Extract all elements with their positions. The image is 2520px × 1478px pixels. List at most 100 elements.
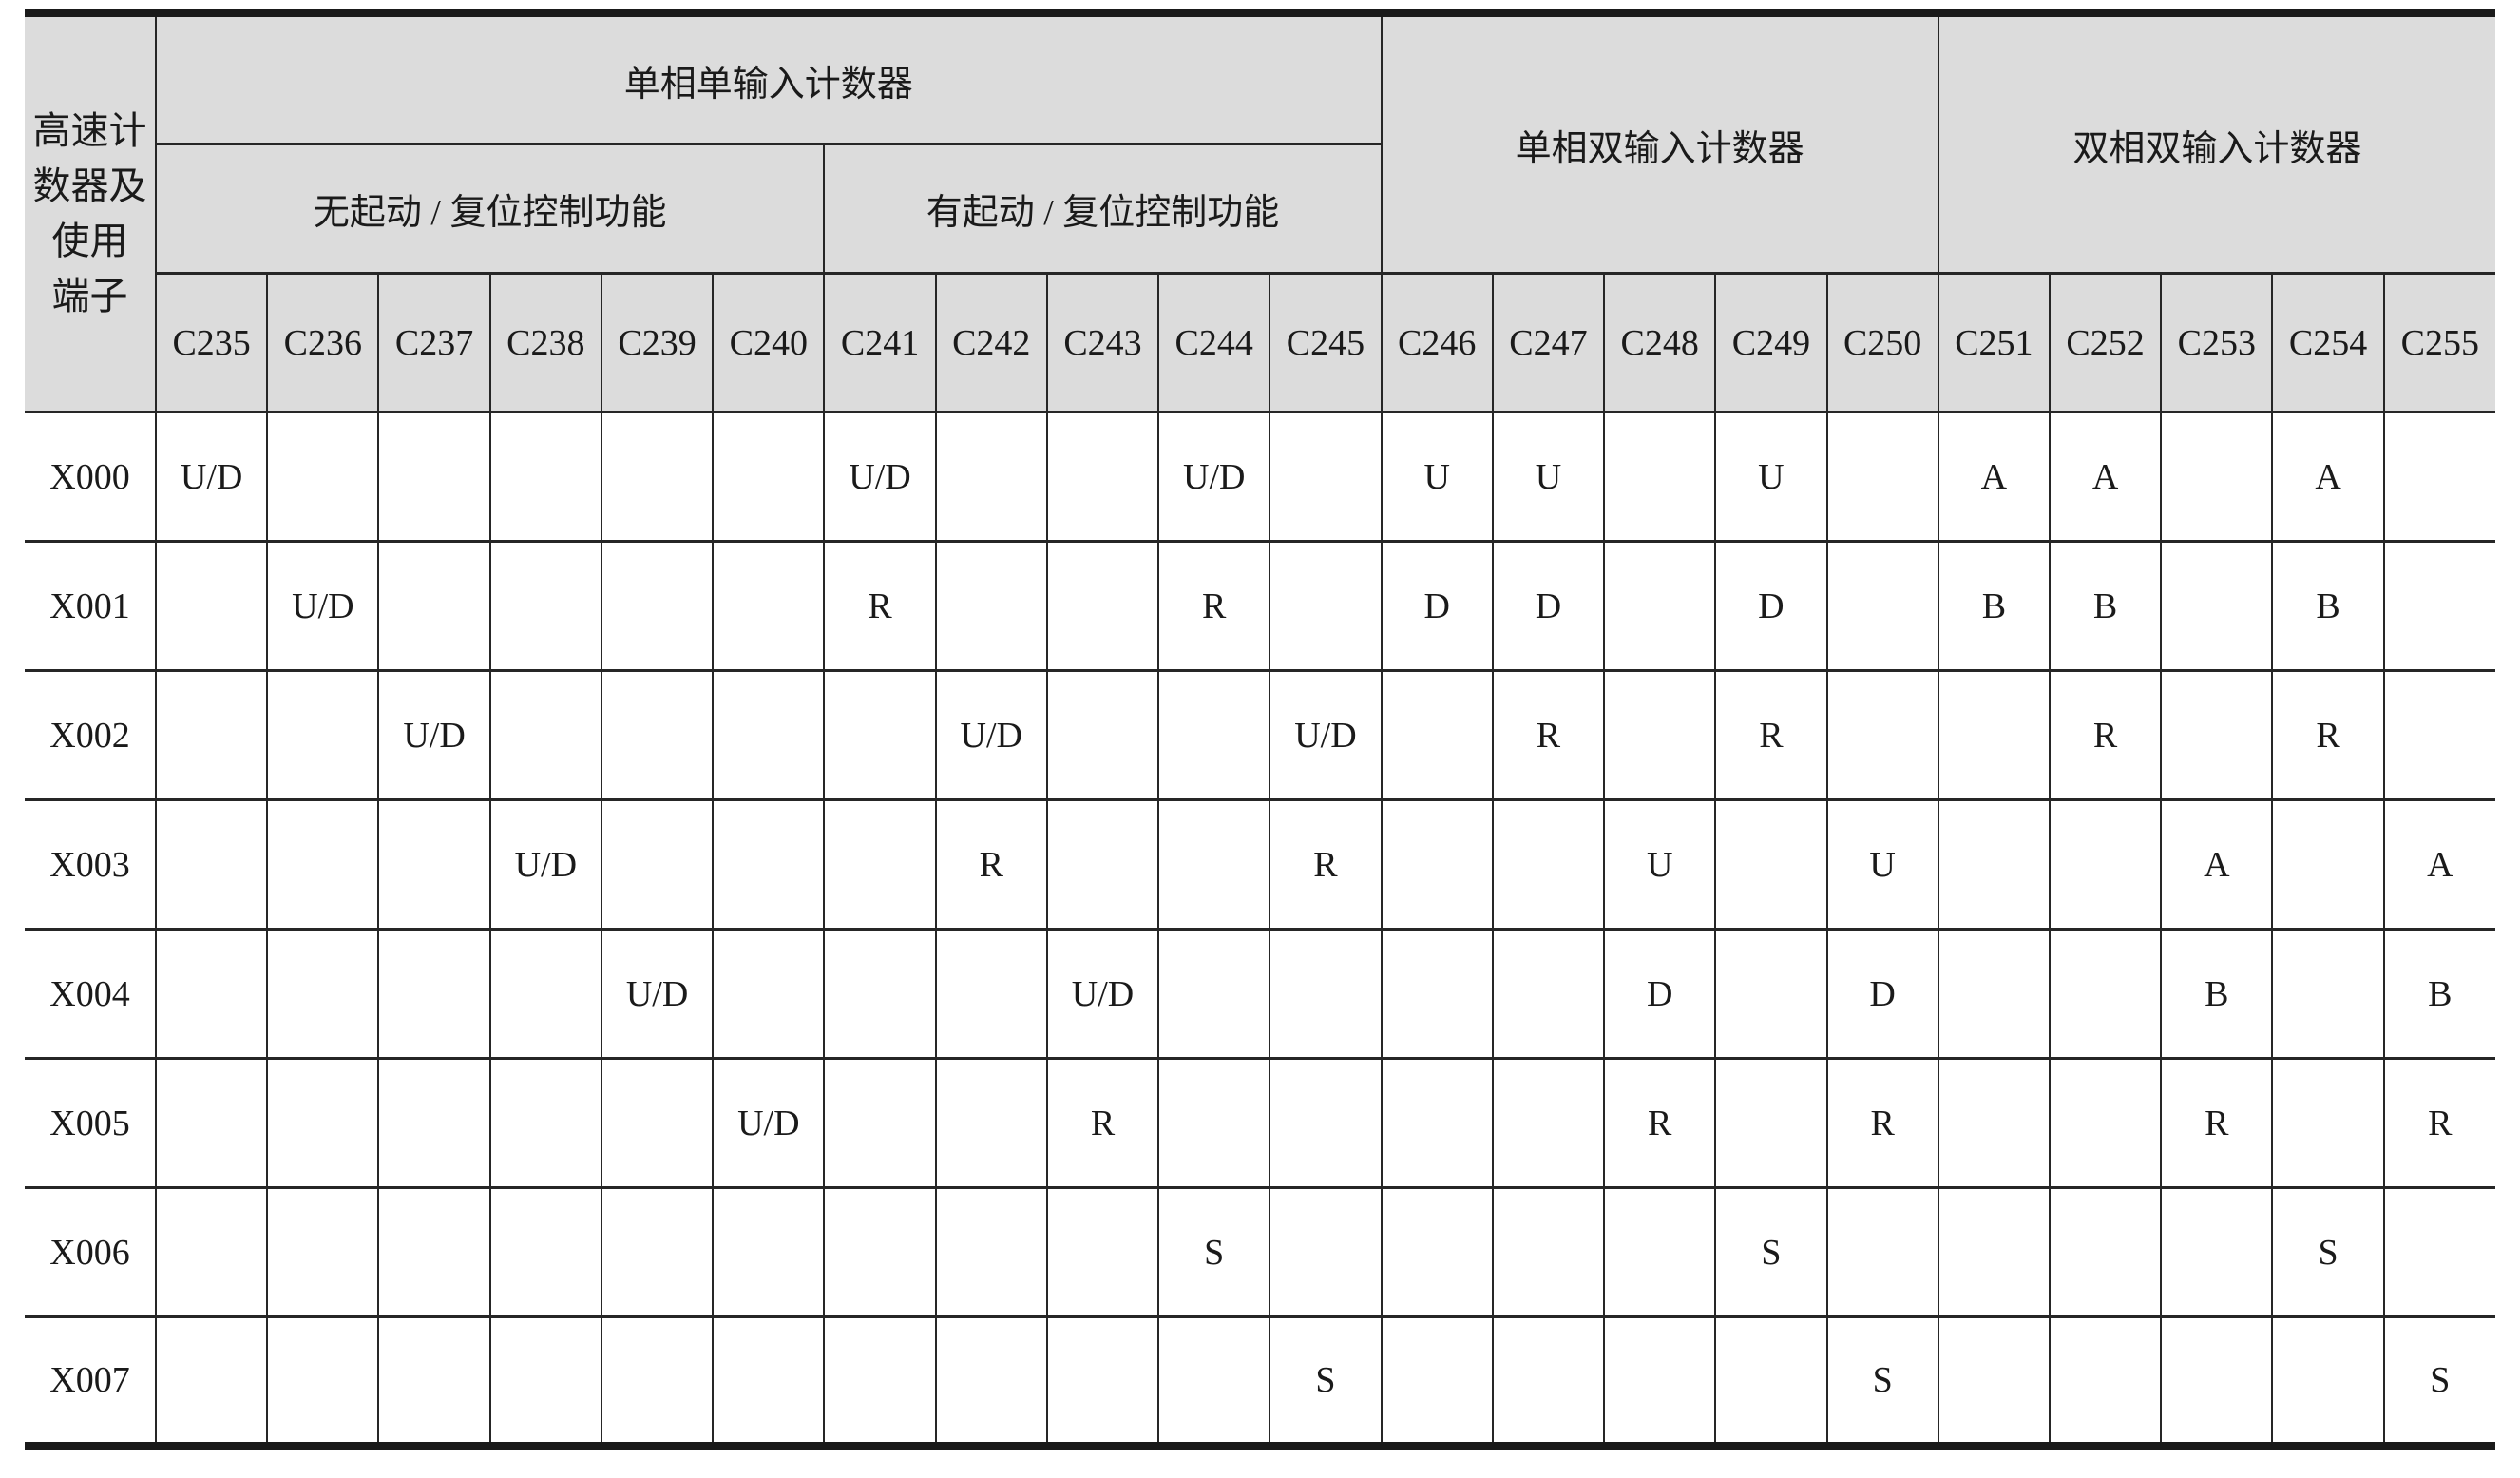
cell-X005-C251 <box>1937 1057 2051 1189</box>
cell-X003-C242: R <box>934 798 1048 931</box>
cell-X004-C245 <box>1269 928 1383 1060</box>
cell-X000-C238 <box>488 411 602 543</box>
col-header-C253: C253 <box>2160 272 2274 413</box>
subgroup-header-row: 无起动 / 复位控制功能 有起动 / 复位控制功能 <box>25 143 2495 275</box>
cell-X001-C243 <box>1045 540 1160 672</box>
cell-X005-C246 <box>1380 1057 1494 1189</box>
cell-X004-C241 <box>823 928 937 1060</box>
cell-X000-C237 <box>377 411 491 543</box>
cell-X000-C249: U <box>1714 411 1828 543</box>
table-row-X000: X000 U/D U/D U/D U U U A A A <box>25 411 2495 543</box>
cell-X007-C251 <box>1937 1315 2051 1448</box>
col-header-C254: C254 <box>2271 272 2385 413</box>
col-header-C243: C243 <box>1045 272 1160 413</box>
cell-X005-C248: R <box>1603 1057 1717 1189</box>
cell-X001-C246: D <box>1380 540 1494 672</box>
cell-X000-C239 <box>600 411 715 543</box>
cell-X003-C249 <box>1714 798 1828 931</box>
cell-X002-C248 <box>1603 669 1717 801</box>
col-header-C252: C252 <box>2048 272 2163 413</box>
cell-X000-C250 <box>1825 411 1939 543</box>
cell-X002-C253 <box>2160 669 2274 801</box>
cell-X002-C239 <box>600 669 715 801</box>
cell-X007-C246 <box>1380 1315 1494 1448</box>
cell-X002-C235 <box>154 669 269 801</box>
cell-X003-C243 <box>1045 798 1160 931</box>
col-header-C246: C246 <box>1380 272 1494 413</box>
cell-X002-C243 <box>1045 669 1160 801</box>
cell-X006-C249: S <box>1714 1186 1828 1318</box>
cell-X003-C251 <box>1937 798 2051 931</box>
cell-X001-C239 <box>600 540 715 672</box>
row-label-X002: X002 <box>25 669 157 801</box>
table-row-X006: X006 S S S <box>25 1186 2495 1318</box>
cell-X003-C237 <box>377 798 491 931</box>
col-header-C255: C255 <box>2382 272 2495 413</box>
cell-X004-C250: D <box>1825 928 1939 1060</box>
cell-X007-C241 <box>823 1315 937 1448</box>
cell-X006-C255 <box>2382 1186 2495 1318</box>
cell-X003-C245: R <box>1269 798 1383 931</box>
cell-X001-C248 <box>1603 540 1717 672</box>
cell-X000-C242 <box>934 411 1048 543</box>
col-header-C249: C249 <box>1714 272 1828 413</box>
cell-X006-C240 <box>712 1186 826 1318</box>
cell-X000-C252: A <box>2048 411 2163 543</box>
col-header-C245: C245 <box>1269 272 1383 413</box>
cell-X005-C235 <box>154 1057 269 1189</box>
cell-X001-C250 <box>1825 540 1939 672</box>
col-header-C242: C242 <box>934 272 1048 413</box>
cell-X001-C253 <box>2160 540 2274 672</box>
cell-X004-C240 <box>712 928 826 1060</box>
cell-X005-C255: R <box>2382 1057 2495 1189</box>
cell-X003-C254 <box>2271 798 2385 931</box>
table-row-X002: X002 U/D U/D U/D R R R R <box>25 669 2495 801</box>
table-row-X001: X001 U/D R R D D D B B B <box>25 540 2495 672</box>
cell-X000-C254: A <box>2271 411 2385 543</box>
table-row-X003: X003 U/D R R U U A A <box>25 798 2495 931</box>
cell-X006-C237 <box>377 1186 491 1318</box>
cell-X001-C245 <box>1269 540 1383 672</box>
cell-X002-C251 <box>1937 669 2051 801</box>
col-header-C250: C250 <box>1825 272 1939 413</box>
cell-X002-C252: R <box>2048 669 2163 801</box>
cell-X007-C248 <box>1603 1315 1717 1448</box>
col-header-C236: C236 <box>266 272 380 413</box>
cell-X002-C254: R <box>2271 669 2385 801</box>
cell-X004-C255: B <box>2382 928 2495 1060</box>
group-header-row: 高速计 数器及 使用 端子 单相单输入计数器 单相双输入计数器 双相双输入计数器 <box>25 11 2495 413</box>
cell-X006-C241 <box>823 1186 937 1318</box>
row-label-X004: X004 <box>25 928 157 1060</box>
cell-X000-C255 <box>2382 411 2495 543</box>
cell-X007-C236 <box>266 1315 380 1448</box>
cell-X004-C252 <box>2048 928 2163 1060</box>
cell-X007-C237 <box>377 1315 491 1448</box>
cell-X003-C253: A <box>2160 798 2274 931</box>
cell-X002-C238 <box>488 669 602 801</box>
cell-X002-C247: R <box>1491 669 1606 801</box>
row-label-X003: X003 <box>25 798 157 931</box>
cell-X002-C249: R <box>1714 669 1828 801</box>
cell-X006-C239 <box>600 1186 715 1318</box>
cell-X003-C241 <box>823 798 937 931</box>
cell-X004-C254 <box>2271 928 2385 1060</box>
col-header-C241: C241 <box>823 272 937 413</box>
cell-X002-C244 <box>1157 669 1271 801</box>
col-header-C238: C238 <box>488 272 602 413</box>
cell-X005-C245 <box>1269 1057 1383 1189</box>
cell-X003-C235 <box>154 798 269 931</box>
row-label-X006: X006 <box>25 1186 157 1318</box>
corner-line-1: 高速计 <box>32 109 147 152</box>
cell-X001-C249: D <box>1714 540 1828 672</box>
cell-X005-C250: R <box>1825 1057 1939 1189</box>
cell-X006-C235 <box>154 1186 269 1318</box>
cell-X004-C244 <box>1157 928 1271 1060</box>
cell-X005-C254 <box>2271 1057 2385 1189</box>
cell-X003-C239 <box>600 798 715 931</box>
table-row-X005: X005 U/D R R R R R <box>25 1057 2495 1189</box>
cell-X003-C247 <box>1491 798 1606 931</box>
cell-X003-C244 <box>1157 798 1271 931</box>
cell-X002-C246 <box>1380 669 1494 801</box>
col-header-C235: C235 <box>156 272 269 413</box>
cell-X002-C236 <box>266 669 380 801</box>
